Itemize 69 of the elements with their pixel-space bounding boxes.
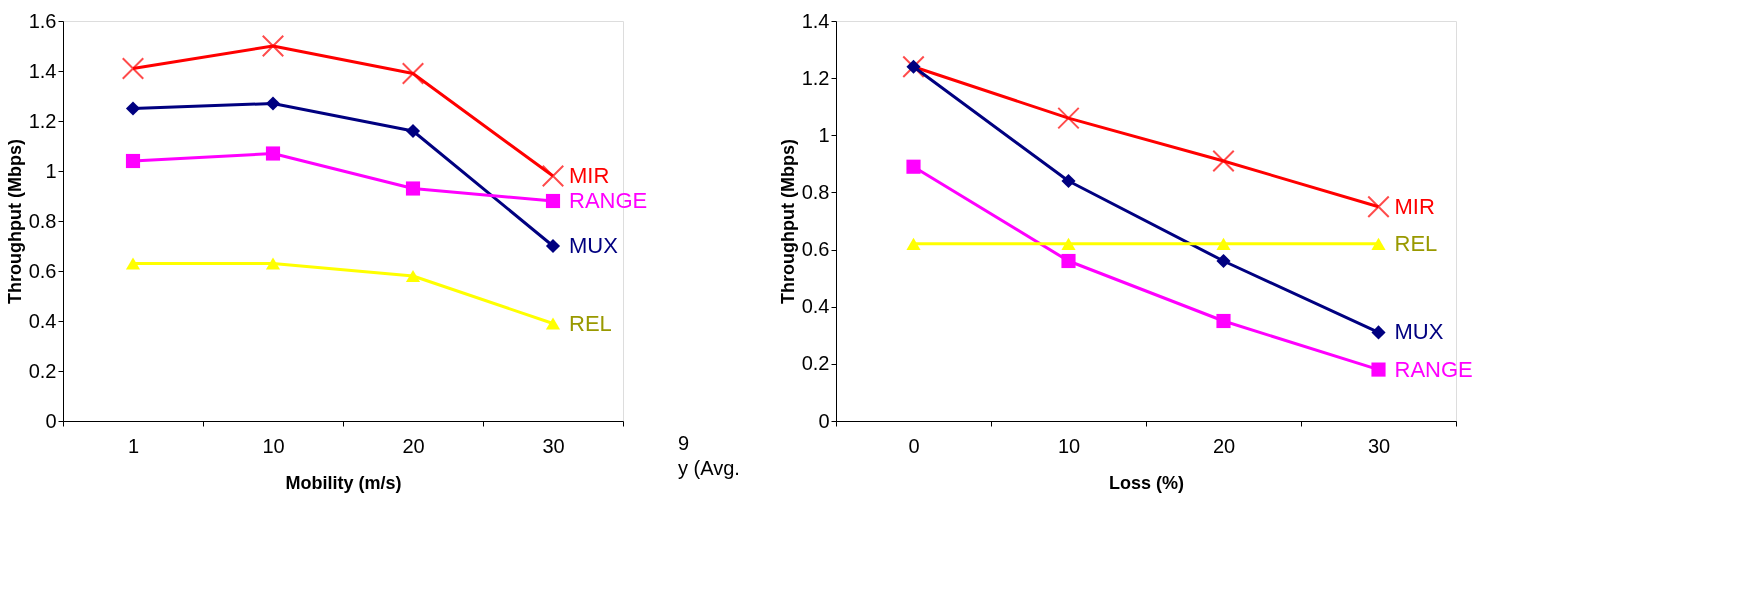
point (121, 57, 145, 80)
point (125, 257, 141, 270)
x-tick-label: 0 (908, 434, 920, 457)
point (545, 317, 561, 330)
point (545, 238, 561, 254)
point (906, 159, 921, 174)
point (1216, 237, 1231, 250)
series-label: RANGE (569, 188, 648, 213)
x-tick-label: 20 (1212, 434, 1236, 457)
point (405, 123, 421, 139)
series-label: MUX (1394, 319, 1444, 345)
point (125, 101, 141, 116)
x-tick-label: 30 (1367, 434, 1391, 457)
point (1371, 325, 1386, 340)
y-tick-label: 0 (45, 409, 57, 432)
point (1212, 149, 1235, 173)
y-tick-label: 0.8 (28, 209, 57, 232)
y-axis-title: Throughput (Mbps) (777, 139, 798, 304)
y-tick-label: 0.2 (28, 359, 57, 382)
y-tick-label: 0.4 (801, 295, 830, 318)
point (1216, 253, 1231, 269)
x-tick-label: 10 (262, 434, 285, 457)
point (405, 269, 421, 283)
y-tick-label: 1.6 (28, 9, 57, 32)
y-tick-label: 0.2 (801, 352, 830, 375)
point (261, 34, 285, 58)
point (1371, 237, 1386, 250)
text: y (Avg. (678, 456, 740, 479)
point (1367, 195, 1390, 218)
point (906, 237, 921, 250)
point (1061, 253, 1076, 269)
point (1216, 313, 1231, 329)
x-tick-label: 30 (542, 434, 565, 457)
series-label: REL (1394, 230, 1438, 256)
y-tick-label: 0.6 (28, 259, 57, 282)
point (545, 193, 561, 209)
y-tick-label: 1.2 (801, 66, 830, 89)
y-tick-label: 1.4 (28, 59, 57, 82)
y-tick-label: 0.8 (801, 180, 830, 203)
y-tick-label: 0.6 (801, 238, 830, 261)
point (405, 181, 421, 196)
point (1057, 106, 1080, 130)
point (125, 153, 141, 169)
series-label: RANGE (1394, 356, 1473, 382)
x-axis-title: Loss (%) (1108, 472, 1185, 493)
point (265, 257, 281, 270)
y-tick-label: 0 (818, 409, 830, 432)
point (265, 96, 281, 111)
series-label: MIR (569, 163, 610, 188)
x-tick-label: 10 (1057, 434, 1081, 457)
y-tick-label: 1 (818, 123, 830, 146)
text: 9 (678, 431, 690, 454)
x-tick-label: 1 (127, 434, 140, 457)
x-tick-label: 20 (402, 434, 425, 457)
point (1061, 237, 1076, 250)
series-label: REL (569, 310, 612, 336)
y-tick-label: 1 (45, 159, 57, 182)
point (541, 164, 565, 188)
y-tick-label: 1.4 (801, 9, 830, 32)
y-axis-title: Throughput (Mbps) (4, 139, 25, 304)
point (1371, 362, 1386, 377)
point (1061, 173, 1076, 189)
point (401, 62, 425, 85)
series-label: MIR (1394, 193, 1435, 219)
series-label: MUX (569, 233, 619, 258)
y-tick-label: 1.2 (28, 109, 57, 132)
y-tick-label: 0.4 (28, 309, 57, 332)
point (265, 146, 281, 161)
x-axis-title: Mobility (m/s) (285, 472, 402, 493)
